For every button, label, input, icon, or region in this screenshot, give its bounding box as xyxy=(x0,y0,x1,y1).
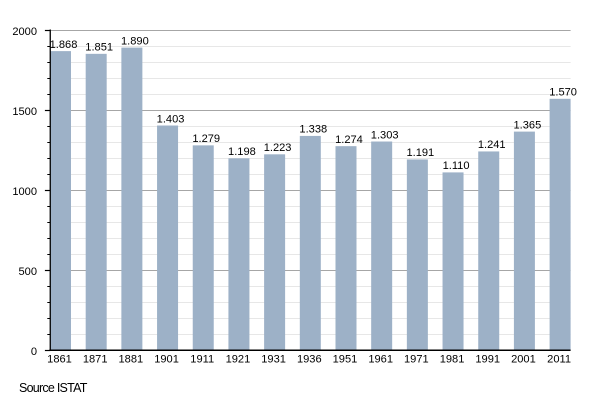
svg-text:2001: 2001 xyxy=(511,353,536,365)
svg-text:1921: 1921 xyxy=(226,353,251,365)
svg-text:1981: 1981 xyxy=(440,353,465,365)
svg-text:500: 500 xyxy=(18,266,37,278)
svg-text:1.303: 1.303 xyxy=(371,129,399,141)
svg-text:1961: 1961 xyxy=(368,353,393,365)
svg-text:2000: 2000 xyxy=(12,26,37,38)
svg-text:1500: 1500 xyxy=(12,106,37,118)
svg-text:1.223: 1.223 xyxy=(264,142,292,154)
svg-text:1911: 1911 xyxy=(190,353,214,365)
svg-text:1.868: 1.868 xyxy=(50,39,78,51)
svg-text:1971: 1971 xyxy=(404,353,429,365)
svg-text:1.241: 1.241 xyxy=(478,139,506,151)
svg-text:1881: 1881 xyxy=(119,353,144,365)
svg-text:1.338: 1.338 xyxy=(299,124,327,136)
svg-text:Source ISTAT: Source ISTAT xyxy=(19,381,88,395)
svg-text:1871: 1871 xyxy=(83,353,108,365)
svg-text:1.851: 1.851 xyxy=(85,42,113,54)
svg-text:1.365: 1.365 xyxy=(514,119,542,131)
svg-text:1.890: 1.890 xyxy=(121,35,149,47)
svg-text:1951: 1951 xyxy=(333,353,358,365)
svg-text:1991: 1991 xyxy=(475,353,500,365)
svg-text:1936: 1936 xyxy=(297,353,322,365)
svg-text:1.198: 1.198 xyxy=(228,146,256,158)
svg-text:1.274: 1.274 xyxy=(335,134,363,146)
svg-text:1861: 1861 xyxy=(47,353,72,365)
svg-text:2011: 2011 xyxy=(547,353,571,365)
svg-text:1.279: 1.279 xyxy=(192,133,220,145)
svg-text:1.570: 1.570 xyxy=(549,87,577,99)
svg-text:1.403: 1.403 xyxy=(157,113,185,125)
svg-text:0: 0 xyxy=(31,346,37,358)
svg-text:1.191: 1.191 xyxy=(406,147,434,159)
svg-text:1.110: 1.110 xyxy=(443,160,470,172)
svg-text:1000: 1000 xyxy=(12,186,37,198)
svg-text:1931: 1931 xyxy=(261,353,286,365)
svg-text:1901: 1901 xyxy=(154,353,179,365)
